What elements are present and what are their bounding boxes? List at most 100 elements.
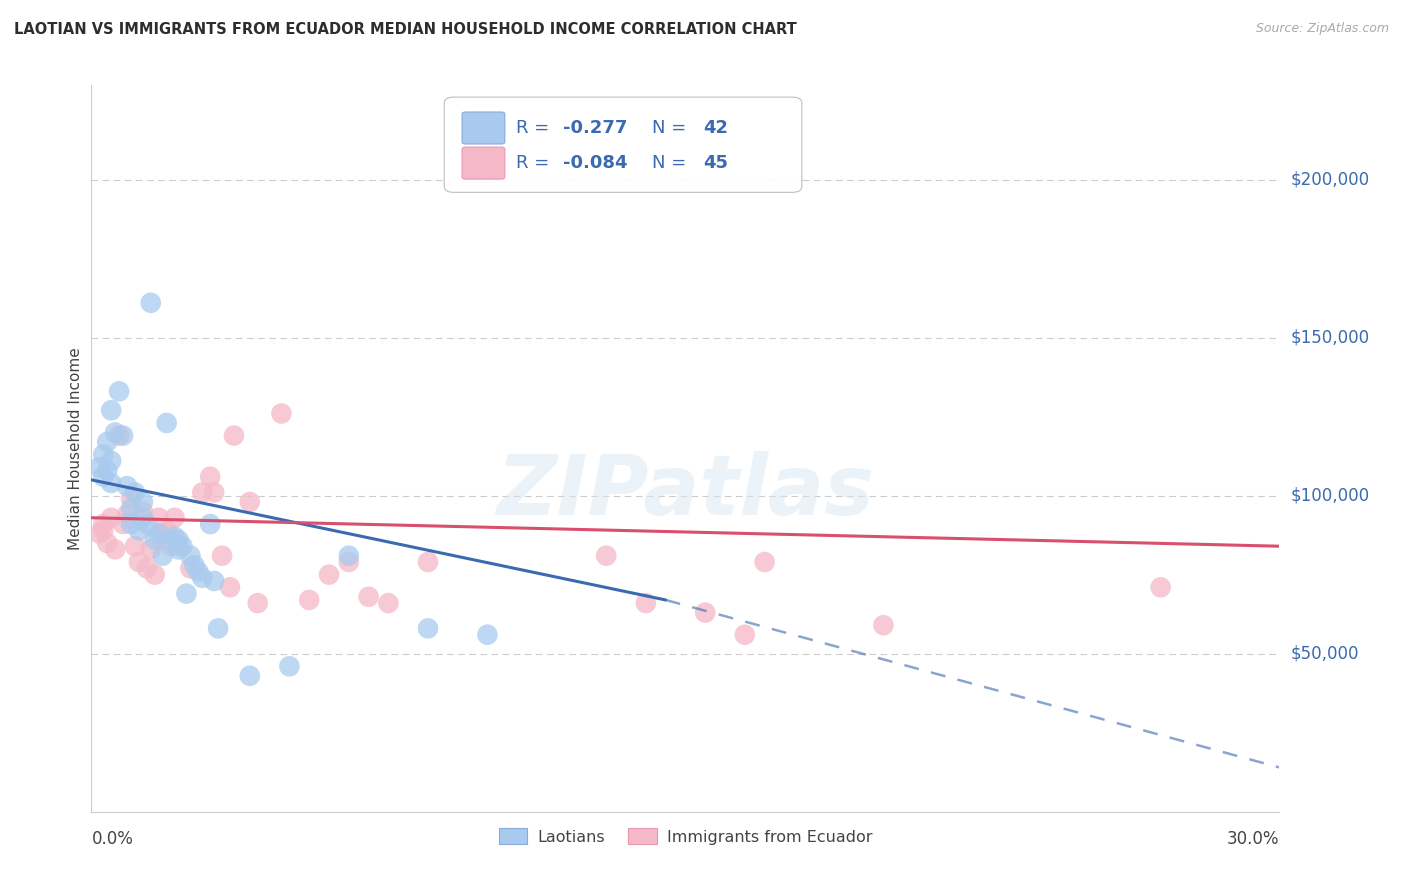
Point [239, 669, 262, 683]
Point [477, 628, 499, 642]
Point [104, 425, 127, 440]
Point [222, 428, 245, 442]
Point [108, 384, 131, 399]
Point [246, 596, 269, 610]
Text: 0.0%: 0.0% [91, 830, 134, 848]
Point [318, 567, 340, 582]
Point [148, 510, 170, 524]
Point [128, 555, 150, 569]
Point [108, 428, 131, 442]
Point [112, 517, 135, 532]
Text: Source: ZipAtlas.com: Source: ZipAtlas.com [1256, 22, 1389, 36]
FancyBboxPatch shape [444, 97, 801, 193]
Point [278, 659, 301, 673]
Point [148, 526, 170, 541]
Point [183, 558, 205, 573]
Legend: Laotians, Immigrants from Ecuador: Laotians, Immigrants from Ecuador [492, 822, 879, 851]
Point [695, 606, 717, 620]
Point [239, 495, 262, 509]
Point [200, 517, 222, 532]
Point [124, 539, 146, 553]
Point [159, 539, 181, 553]
Point [132, 510, 155, 524]
FancyBboxPatch shape [463, 147, 505, 179]
Point [139, 542, 162, 557]
Text: -0.084: -0.084 [562, 154, 627, 172]
FancyBboxPatch shape [463, 112, 505, 144]
Point [202, 574, 225, 588]
Point [100, 403, 122, 417]
Text: $100,000: $100,000 [1291, 487, 1369, 505]
Point [595, 549, 617, 563]
Point [91, 469, 114, 483]
Point [135, 517, 157, 532]
Point [132, 504, 155, 518]
Point [159, 533, 181, 547]
Point [337, 549, 360, 563]
Point [172, 539, 194, 553]
Point [104, 542, 127, 557]
Point [872, 618, 894, 632]
Point [179, 549, 201, 563]
Point [124, 485, 146, 500]
Point [163, 510, 186, 524]
Text: $150,000: $150,000 [1291, 328, 1369, 347]
Point [167, 542, 190, 557]
Point [120, 501, 142, 516]
Point [89, 460, 111, 475]
Point [143, 567, 166, 582]
Point [298, 593, 321, 607]
Point [115, 508, 138, 522]
Point [96, 536, 118, 550]
Point [112, 428, 135, 442]
Text: R =: R = [516, 119, 554, 137]
Point [132, 495, 155, 509]
Text: N =: N = [652, 154, 692, 172]
Point [152, 526, 174, 541]
Text: $200,000: $200,000 [1291, 170, 1369, 188]
Point [754, 555, 776, 569]
Point [120, 491, 142, 506]
Point [91, 517, 114, 532]
Point [163, 530, 186, 544]
Point [152, 549, 174, 563]
Point [167, 533, 190, 547]
Point [211, 549, 233, 563]
Point [191, 571, 214, 585]
Point [377, 596, 399, 610]
Text: R =: R = [516, 154, 554, 172]
Point [91, 448, 114, 462]
Point [115, 479, 138, 493]
Point [416, 555, 439, 569]
Text: 30.0%: 30.0% [1227, 830, 1279, 848]
Point [734, 628, 756, 642]
Text: ZIPatlas: ZIPatlas [496, 451, 875, 533]
Point [96, 463, 118, 477]
Text: LAOTIAN VS IMMIGRANTS FROM ECUADOR MEDIAN HOUSEHOLD INCOME CORRELATION CHART: LAOTIAN VS IMMIGRANTS FROM ECUADOR MEDIA… [14, 22, 797, 37]
Point [156, 416, 179, 430]
Point [337, 555, 360, 569]
Text: 45: 45 [703, 154, 728, 172]
Point [357, 590, 380, 604]
Point [120, 517, 142, 532]
Point [89, 526, 111, 541]
Point [91, 524, 114, 538]
Text: -0.277: -0.277 [562, 119, 627, 137]
Point [156, 524, 179, 538]
Point [143, 533, 166, 547]
Point [202, 485, 225, 500]
Point [270, 407, 292, 421]
Point [416, 621, 439, 635]
Point [187, 565, 209, 579]
Text: $50,000: $50,000 [1291, 645, 1360, 663]
Point [179, 561, 201, 575]
Point [1150, 580, 1173, 594]
Point [634, 596, 657, 610]
Point [191, 485, 214, 500]
Point [100, 475, 122, 490]
Point [200, 469, 222, 483]
Point [219, 580, 242, 594]
Y-axis label: Median Household Income: Median Household Income [67, 347, 83, 549]
Point [176, 587, 198, 601]
Point [96, 434, 118, 449]
